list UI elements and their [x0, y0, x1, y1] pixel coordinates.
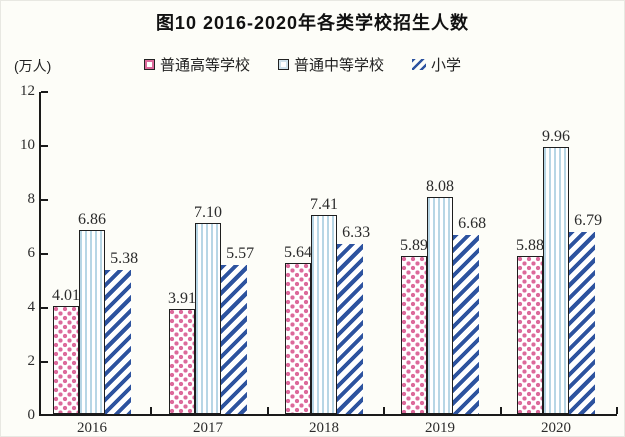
bar-value-label: 3.91 — [168, 290, 196, 308]
legend-label: 普通高等学校 — [160, 57, 251, 74]
x-axis-tick-mark — [150, 407, 152, 414]
bar: 6.68 — [453, 215, 486, 414]
y-axis-tick-mark — [41, 91, 48, 93]
bar-value-label: 5.64 — [284, 243, 312, 261]
bar-value-label: 6.86 — [78, 210, 106, 228]
legend-item-primary-school: 小学 — [412, 54, 461, 75]
y-axis-tick-mark — [41, 199, 48, 201]
bar-group: 5.89 8.08 6.68 2019 — [400, 92, 486, 436]
x-axis-label: 2017 — [193, 420, 223, 436]
x-axis-tick-mark — [267, 407, 269, 414]
bar: 5.64 — [284, 244, 312, 414]
bar: 9.96 — [542, 128, 570, 414]
bar: 5.88 — [516, 237, 544, 414]
legend-item-higher-education: 普通高等学校 — [144, 54, 250, 75]
bar: 4.01 — [52, 287, 80, 414]
y-axis-tick-label: 2 — [27, 353, 36, 369]
y-axis-tick-label: 0 — [27, 407, 36, 423]
chart-title: 图10 2016-2020年各类学校招生人数 — [155, 13, 470, 33]
y-axis-tick-mark — [41, 361, 48, 363]
bar: 5.57 — [221, 245, 254, 414]
y-axis-tick-label: 6 — [27, 245, 36, 261]
bar: 6.33 — [337, 224, 370, 414]
legend-label: 普通中等学校 — [294, 57, 385, 74]
bar-value-label: 5.88 — [516, 237, 544, 255]
bar-value-label: 5.57 — [226, 244, 255, 262]
bar-value-label: 5.89 — [400, 236, 428, 254]
bar-value-label: 4.01 — [52, 287, 80, 305]
bar-value-label: 6.33 — [342, 224, 371, 242]
bar: 7.41 — [310, 196, 338, 414]
bar-groups-container: 4.01 6.86 5.38 2016 3.91 7.10 5.57 2017 5.64 7.41… — [41, 92, 617, 436]
bar-value-label: 6.79 — [574, 211, 603, 229]
bar-value-label: 9.96 — [542, 127, 570, 145]
x-axis-tick-mark — [616, 407, 618, 414]
bar: 6.79 — [569, 212, 602, 414]
bar-value-label: 7.10 — [194, 204, 222, 222]
x-axis-label: 2016 — [77, 420, 107, 436]
y-axis-tick-label: 12 — [20, 83, 35, 99]
bar-value-label: 7.41 — [310, 196, 338, 214]
bar-value-label: 6.68 — [458, 214, 487, 232]
y-axis-unit-label: (万人) — [14, 58, 52, 74]
bar-group: 5.88 9.96 6.79 2020 — [516, 92, 602, 436]
x-axis-label: 2019 — [425, 420, 455, 436]
bar-group: 3.91 7.10 5.57 2017 — [168, 92, 254, 436]
bar: 3.91 — [168, 290, 196, 414]
bar-value-label: 8.08 — [426, 178, 454, 196]
bar-group: 5.64 7.41 6.33 2018 — [284, 92, 370, 436]
legend: 普通高等学校 普通中等学校 小学 — [144, 54, 461, 75]
lightblue-stripe-swatch-icon — [278, 59, 290, 70]
y-axis-tick-label: 10 — [20, 137, 35, 153]
y-axis-tick-mark — [41, 307, 48, 309]
pink-diamond-swatch-icon — [144, 59, 155, 70]
blue-hatch-swatch-icon — [412, 59, 427, 70]
x-axis-tick-mark — [500, 407, 502, 414]
legend-item-secondary-school: 普通中等学校 — [278, 54, 384, 75]
x-axis-label: 2018 — [309, 420, 339, 436]
bar-value-label: 5.38 — [110, 249, 139, 267]
plot-area: 4.01 6.86 5.38 2016 3.91 7.10 5.57 2017 5.64 7.41… — [20, 83, 618, 436]
bar: 5.38 — [105, 250, 138, 414]
bar: 8.08 — [426, 178, 454, 414]
bar: 7.10 — [194, 204, 222, 414]
x-axis-tick-mark — [383, 407, 385, 414]
bar: 6.86 — [78, 211, 106, 414]
x-axis-label: 2020 — [541, 420, 571, 436]
bar-group: 4.01 6.86 5.38 2016 — [52, 92, 138, 436]
y-axis-tick-mark — [41, 253, 48, 255]
bar: 5.89 — [400, 237, 428, 414]
y-axis-tick-label: 4 — [27, 299, 36, 315]
y-axis-tick-label: 8 — [27, 191, 36, 207]
y-axis-tick-mark — [41, 145, 48, 147]
legend-label: 小学 — [431, 57, 462, 74]
